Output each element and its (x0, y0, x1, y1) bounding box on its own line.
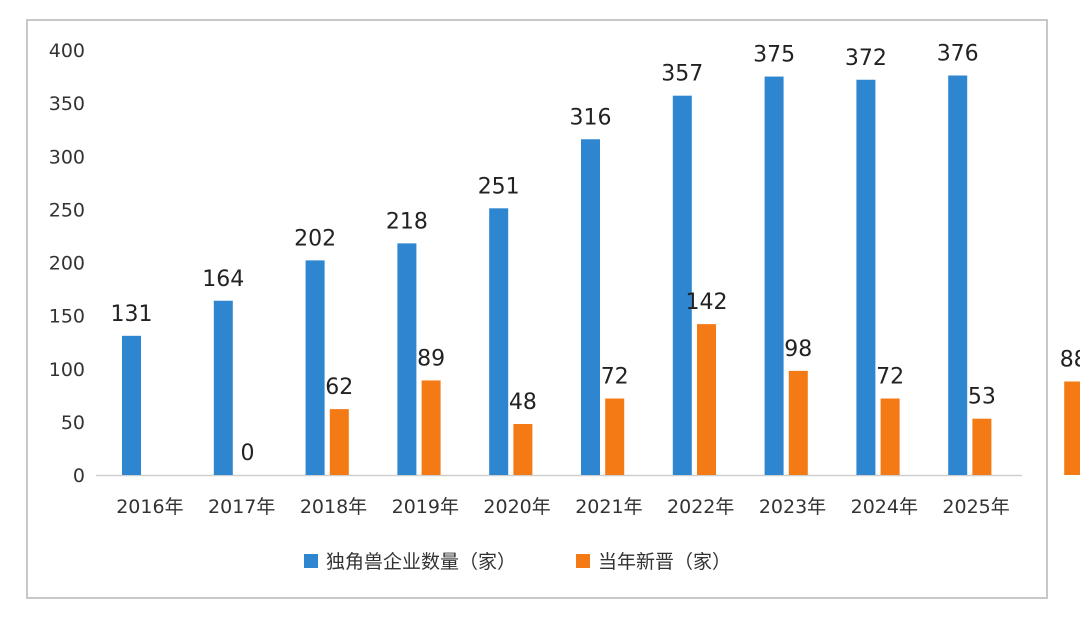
bar-new-entrants (1064, 381, 1080, 475)
x-tick-label: 2022年 (667, 496, 734, 518)
data-label-new-entrants: 48 (509, 390, 537, 415)
bar-new-entrants (788, 370, 808, 475)
bar-new-entrants (972, 418, 992, 475)
x-tick-label: 2019年 (392, 496, 459, 518)
data-label-new-entrants: 88 (1060, 348, 1080, 373)
data-label-unicorn-count: 251 (478, 174, 520, 199)
data-label-new-entrants: 142 (686, 290, 728, 315)
y-tick-label: 300 (49, 146, 85, 168)
data-label-new-entrants: 0 (241, 441, 255, 466)
y-axis: 0 50 100 150 200 250 300 350 400 (49, 40, 85, 487)
y-tick-label: 350 (49, 93, 85, 115)
data-label-unicorn-count: 372 (845, 46, 887, 71)
bars (122, 75, 1080, 475)
y-tick-label: 150 (49, 306, 85, 328)
legend-swatch-new-entrants (576, 554, 590, 568)
bar-new-entrants (697, 324, 716, 475)
x-tick-label: 2025年 (942, 496, 1009, 518)
data-label-unicorn-count: 376 (937, 42, 979, 67)
y-tick-label: 400 (49, 40, 85, 62)
bar-unicorn-count (122, 335, 141, 475)
bar-unicorn-count (213, 300, 233, 475)
bar-unicorn-count (489, 208, 509, 475)
bar-new-entrants (513, 424, 533, 475)
data-label-unicorn-count: 357 (661, 62, 703, 87)
data-label-new-entrants: 72 (876, 365, 904, 390)
data-label-unicorn-count: 375 (753, 43, 795, 68)
data-label-new-entrants: 98 (784, 337, 812, 362)
y-tick-label: 50 (61, 412, 85, 434)
data-label-unicorn-count: 164 (202, 267, 244, 292)
bar-unicorn-count (764, 76, 784, 475)
bar-new-entrants (880, 398, 900, 475)
data-label-new-entrants: 53 (968, 385, 996, 410)
legend-label-unicorn-count: 独角兽企业数量（家） (326, 551, 516, 573)
legend-label-new-entrants: 当年新晋（家） (598, 551, 731, 573)
data-label-unicorn-count: 131 (111, 302, 153, 327)
x-tick-label: 2016年 (116, 496, 183, 518)
data-label-new-entrants: 72 (601, 365, 629, 390)
bar-unicorn-count (672, 95, 692, 475)
y-tick-label: 200 (49, 253, 85, 275)
x-tick-label: 2017年 (208, 496, 275, 518)
bar-new-entrants (605, 398, 625, 475)
bar-unicorn-count (397, 243, 417, 475)
x-tick-label: 2020年 (483, 496, 550, 518)
y-tick-label: 250 (49, 199, 85, 221)
x-tick-label: 2018年 (300, 496, 367, 518)
bar-unicorn-count (581, 139, 600, 475)
x-tick-label: 2021年 (575, 496, 642, 518)
bar-unicorn-count (948, 75, 968, 475)
legend-swatch-unicorn-count (304, 554, 318, 568)
data-label-new-entrants: 62 (325, 375, 353, 400)
bar-unicorn-count (305, 260, 325, 475)
x-tick-label: 2024年 (851, 496, 918, 518)
x-tick-label: 2023年 (759, 496, 826, 518)
data-labels: 131 164 202 218 251 316 357 375 372 376 0 62 89 48 72 1… (111, 42, 1080, 467)
data-label-unicorn-count: 202 (294, 226, 336, 251)
y-tick-label: 0 (73, 465, 85, 487)
bar-unicorn-count (856, 79, 876, 475)
legend: 独角兽企业数量（家） 当年新晋（家） (304, 551, 731, 573)
data-label-unicorn-count: 218 (386, 209, 428, 234)
chart-frame (26, 19, 1048, 599)
y-tick-label: 100 (49, 359, 85, 381)
bar-new-entrants (421, 380, 441, 475)
bar-new-entrants (329, 409, 349, 475)
x-axis: 2016年 2017年 2018年 2019年 2020年 2021年 2022年 2023年… (96, 474, 1022, 518)
data-label-unicorn-count: 316 (570, 105, 612, 130)
data-label-new-entrants: 89 (417, 346, 445, 371)
